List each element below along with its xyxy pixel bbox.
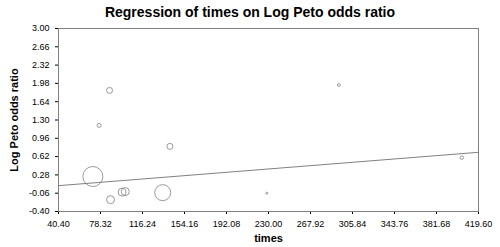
svg-text:343.76: 343.76: [381, 219, 409, 229]
svg-text:1.64: 1.64: [32, 97, 50, 107]
svg-text:-0.06: -0.06: [29, 188, 50, 198]
svg-text:-0.40: -0.40: [29, 206, 50, 216]
svg-text:2.32: 2.32: [32, 60, 50, 70]
svg-text:267.92: 267.92: [297, 219, 325, 229]
svg-text:2.66: 2.66: [32, 42, 50, 52]
svg-text:0.28: 0.28: [32, 170, 50, 180]
svg-text:times: times: [254, 232, 283, 244]
svg-text:0.96: 0.96: [32, 133, 50, 143]
svg-text:381.68: 381.68: [423, 219, 451, 229]
svg-text:192.08: 192.08: [213, 219, 241, 229]
html-text:Regression of times on Log Pet: Regression of times on Log Peto odds rat…: [104, 4, 396, 20]
svg-text:0.62: 0.62: [32, 151, 50, 161]
svg-text:40.40: 40.40: [47, 219, 70, 229]
svg-text:3.00: 3.00: [32, 23, 50, 33]
svg-text:78.32: 78.32: [89, 219, 112, 229]
svg-text:1.30: 1.30: [32, 115, 50, 125]
svg-text:305.84: 305.84: [339, 219, 367, 229]
svg-text:154.16: 154.16: [171, 219, 199, 229]
svg-text:1.98: 1.98: [32, 78, 50, 88]
svg-text:116.24: 116.24: [129, 219, 156, 229]
svg-text:Log Peto odds ratio: Log Peto odds ratio: [8, 68, 20, 172]
svg-text:419.60: 419.60: [465, 219, 493, 229]
svg-text:230.00: 230.00: [255, 219, 283, 229]
